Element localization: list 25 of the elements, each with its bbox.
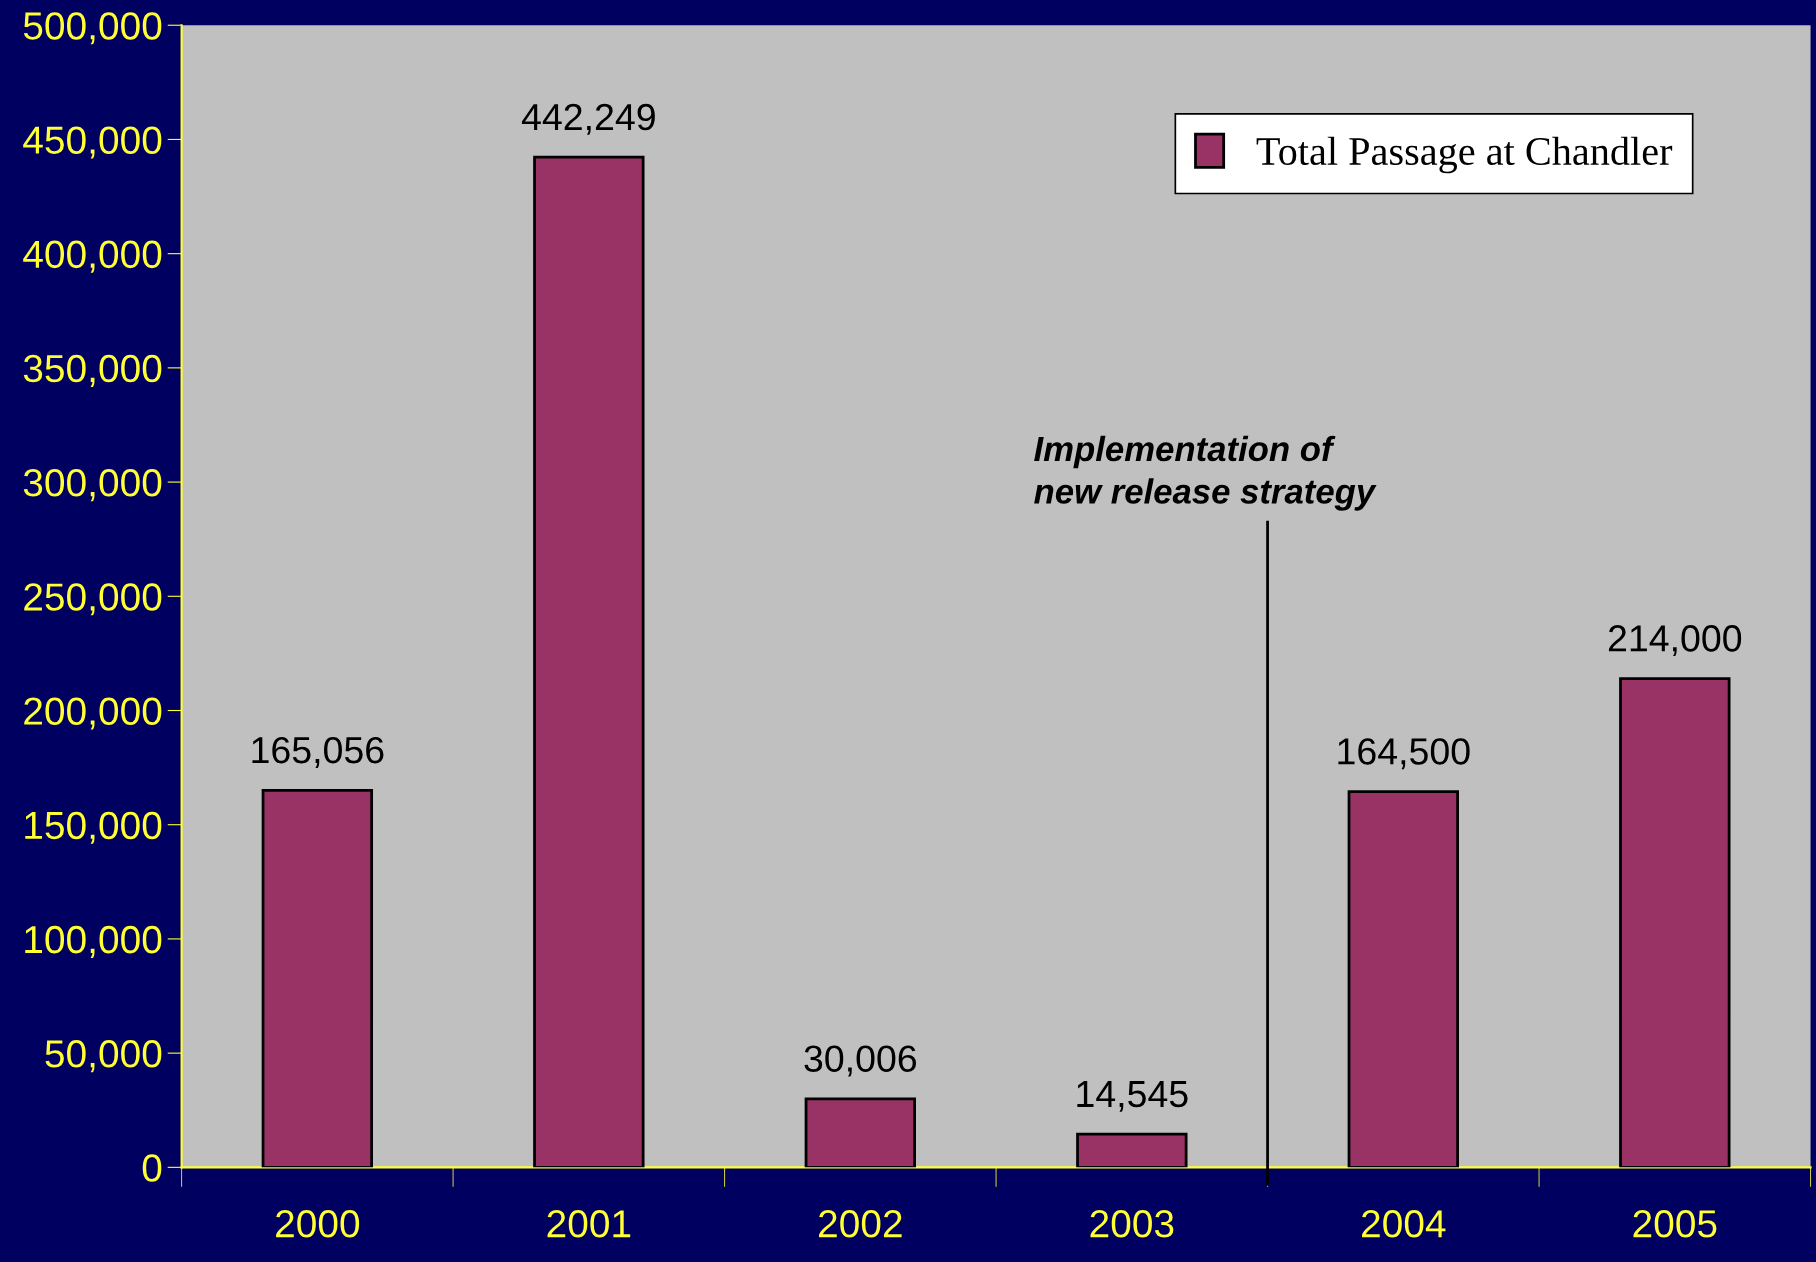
x-tick-label: 2004	[1362, 1210, 1446, 1238]
annotation: Implementation of new release strategy	[1034, 435, 1377, 511]
y-tick-label: 300,000	[23, 469, 162, 502]
x-tick-label: 2005	[1633, 1210, 1717, 1238]
y-tick-label: 450,000	[23, 126, 162, 159]
y-tick-label: 200,000	[24, 697, 162, 730]
y-tick-label: 0	[142, 1154, 162, 1182]
y-tick-label: 150,000	[25, 811, 162, 844]
text: 165,056	[252, 736, 384, 768]
y-tick-label: 500,000	[23, 12, 162, 45]
y-tick-label: 400,000	[23, 240, 162, 273]
text: 30,006	[804, 1045, 917, 1077]
x-tick-label: 2001	[547, 1210, 631, 1238]
legend-label: Total Passage at Chandler	[1256, 136, 1673, 174]
text: 164,500	[1338, 738, 1470, 770]
text: 442,249	[521, 103, 655, 135]
text: 214,000	[1608, 625, 1742, 657]
y-tick-label: 50,000	[45, 1040, 162, 1073]
y-tick-label: 250,000	[24, 583, 162, 616]
y-tick-label: 100,000	[25, 925, 162, 958]
text: 14,545	[1077, 1081, 1188, 1112]
x-tick-label: 2000	[276, 1210, 360, 1238]
y-tick-label: 350,000	[23, 354, 162, 387]
x-tick-label: 2003	[1090, 1210, 1174, 1238]
x-tick-label: 2002	[819, 1210, 902, 1238]
